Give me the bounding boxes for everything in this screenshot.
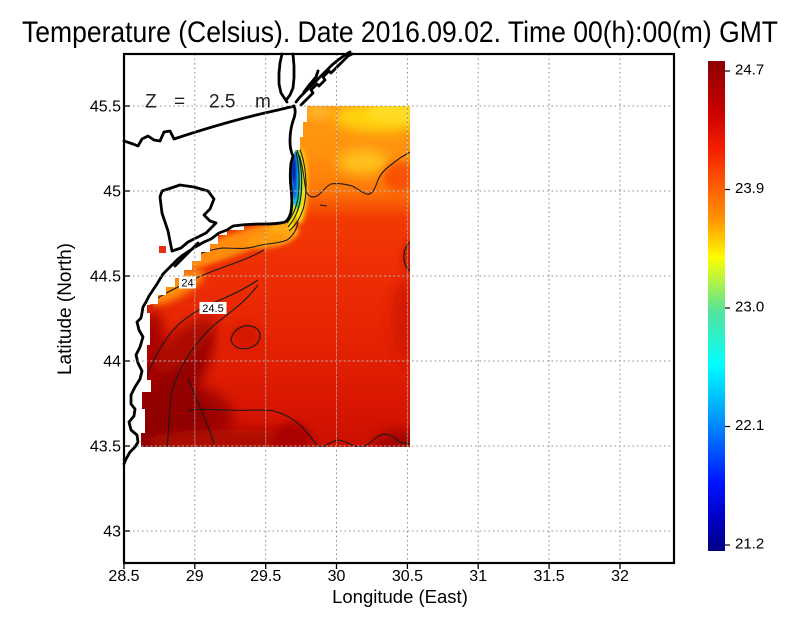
svg-text:43: 43 bbox=[103, 524, 121, 541]
svg-text:Longitude (East): Longitude (East) bbox=[332, 586, 468, 607]
svg-text:24: 24 bbox=[181, 278, 193, 290]
svg-text:43.5: 43.5 bbox=[90, 439, 121, 456]
svg-text:28.5: 28.5 bbox=[108, 568, 139, 585]
svg-text:44.5: 44.5 bbox=[90, 269, 121, 286]
svg-text:23.0: 23.0 bbox=[735, 299, 764, 316]
svg-text:44: 44 bbox=[103, 354, 121, 371]
svg-text:Temperature (Celsius). Date 20: Temperature (Celsius). Date 2016.09.02. … bbox=[22, 16, 778, 49]
svg-text:Z=2.5m: Z = 2.5 m bbox=[145, 92, 271, 113]
svg-text:21.2: 21.2 bbox=[735, 536, 764, 553]
svg-text:29.5: 29.5 bbox=[250, 568, 281, 585]
svg-text:29: 29 bbox=[186, 568, 204, 585]
svg-text:30: 30 bbox=[328, 568, 346, 585]
svg-text:31.5: 31.5 bbox=[534, 568, 565, 585]
svg-text:30.5: 30.5 bbox=[392, 568, 423, 585]
svg-text:24.7: 24.7 bbox=[735, 62, 764, 79]
svg-text:32: 32 bbox=[611, 568, 629, 585]
svg-text:45: 45 bbox=[103, 184, 121, 201]
svg-text:24.5: 24.5 bbox=[202, 303, 223, 315]
svg-text:31: 31 bbox=[469, 568, 487, 585]
svg-text:45.5: 45.5 bbox=[90, 99, 121, 116]
svg-text:23.9: 23.9 bbox=[735, 180, 764, 197]
svg-text:Latitude (North): Latitude (North) bbox=[55, 243, 76, 375]
svg-text:22.1: 22.1 bbox=[735, 417, 764, 434]
